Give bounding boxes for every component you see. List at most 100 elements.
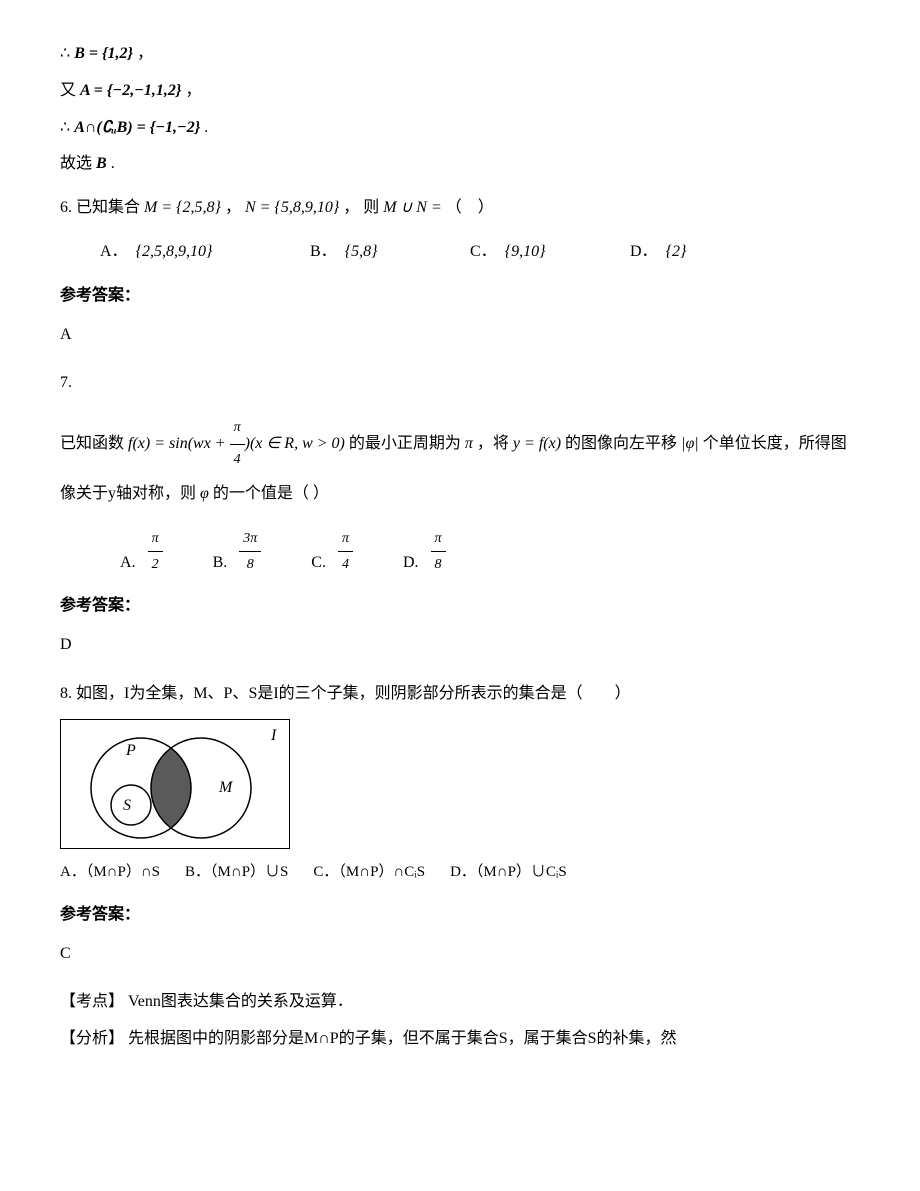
denominator: 8 bbox=[431, 552, 446, 577]
numerator: π bbox=[148, 526, 163, 552]
label-s: S bbox=[123, 797, 131, 814]
option-c: C. π4 bbox=[311, 526, 353, 577]
q8-options: A．（M∩P）∩S B．（M∩P）∪S C．（M∩P）∩CᵢS D．（M∩P）∪… bbox=[60, 859, 860, 886]
label-p: P bbox=[125, 742, 136, 759]
fraction: π4 bbox=[338, 526, 353, 577]
pi-over-4: π4 bbox=[230, 413, 245, 476]
solution-line-1: ∴ B = {1,2} ， bbox=[60, 40, 860, 69]
phi-symbol: φ bbox=[200, 485, 209, 502]
analysis-detail: 【分析】 先根据图中的阴影部分是M∩P的子集，但不属于集合S，属于集合S的补集，… bbox=[60, 1025, 860, 1054]
option-b: B. 3π8 bbox=[213, 526, 262, 577]
option-value: {5,8} bbox=[345, 238, 378, 267]
suffix: . bbox=[111, 155, 115, 172]
answer-letter: B bbox=[96, 155, 107, 172]
fraction: 3π8 bbox=[239, 526, 261, 577]
denominator: 4 bbox=[230, 445, 245, 476]
option-value: {9,10} bbox=[505, 238, 546, 267]
text5: 的一个值是（ ） bbox=[213, 485, 329, 502]
numerator: π bbox=[431, 526, 446, 552]
option-label: D． bbox=[630, 238, 658, 267]
question-prefix: 已知函数 bbox=[60, 435, 124, 452]
question-6: 6. 已知集合 M = {2,5,8} ， N = {5,8,9,10} ， 则… bbox=[60, 194, 860, 223]
solution-line-3: ∴ A∩(∁ᵤB) = {−1,−2} . bbox=[60, 114, 860, 143]
numerator: π bbox=[230, 413, 245, 445]
option-b: B． {5,8} bbox=[310, 238, 460, 267]
then-text: 则 bbox=[363, 199, 379, 216]
func-part1: f(x) = sin(wx + bbox=[128, 435, 230, 452]
label-m: M bbox=[218, 779, 234, 796]
set-m: M = {2,5,8} bbox=[144, 199, 221, 216]
suffix: . bbox=[204, 119, 208, 136]
label-i: I bbox=[270, 727, 277, 744]
option-d: D. π8 bbox=[403, 526, 446, 577]
text1: 的最小正周期为 bbox=[349, 435, 461, 452]
set-n: N = {5,8,9,10} bbox=[245, 199, 339, 216]
analysis2-text: 先根据图中的阴影部分是M∩P的子集，但不属于集合S，属于集合S的补集，然 bbox=[128, 1030, 676, 1047]
text3: 的图像向左平移 bbox=[565, 435, 677, 452]
question-number: 6. bbox=[60, 199, 72, 216]
q6-options: A． {2,5,8,9,10} B． {5,8} C． {9,10} D． {2… bbox=[100, 238, 860, 267]
pi-symbol: π bbox=[465, 435, 473, 452]
question-number: 8. bbox=[60, 685, 72, 702]
formula: B = {1,2} bbox=[74, 45, 133, 62]
circle-s bbox=[111, 785, 151, 825]
analysis-label: 【考点】 bbox=[60, 993, 124, 1010]
option-label: A． bbox=[100, 238, 128, 267]
fraction: π2 bbox=[148, 526, 163, 577]
denominator: 8 bbox=[239, 552, 261, 577]
solution-line-2: 又 A = {−2,−1,1,2} ， bbox=[60, 77, 860, 106]
venn-diagram: I P S M bbox=[60, 719, 290, 849]
numerator: 3π bbox=[239, 526, 261, 552]
formula: A∩(∁ᵤB) = {−1,−2} bbox=[74, 119, 200, 136]
option-c: C． {9,10} bbox=[470, 238, 620, 267]
option-value: {2} bbox=[666, 238, 687, 267]
option-label: B. bbox=[213, 549, 228, 578]
phi-abs: |φ| bbox=[681, 435, 699, 452]
option-c: C．（M∩P）∩CᵢS bbox=[313, 859, 425, 886]
question-7: 已知函数 f(x) = sin(wx + π4)(x ∈ R, w > 0) 的… bbox=[60, 413, 860, 511]
y-eq-fx: y = f(x) bbox=[513, 435, 561, 452]
venn-svg: I P S M bbox=[61, 720, 289, 848]
option-label: A. bbox=[120, 549, 136, 578]
formula: A = {−2,−1,1,2} bbox=[80, 82, 181, 99]
denominator: 4 bbox=[338, 552, 353, 577]
q7-options: A. π2 B. 3π8 C. π4 D. π8 bbox=[120, 526, 860, 577]
fraction: π8 bbox=[431, 526, 446, 577]
option-a: A．（M∩P）∩S bbox=[60, 859, 160, 886]
answer-header: 参考答案： bbox=[60, 282, 860, 311]
analysis-text: Venn图表达集合的关系及运算． bbox=[128, 993, 353, 1010]
suffix: ， bbox=[137, 45, 153, 62]
therefore-symbol: ∴ bbox=[60, 119, 70, 136]
option-label: C. bbox=[311, 549, 326, 578]
suffix: ， bbox=[185, 82, 201, 99]
analysis-topic: 【考点】 Venn图表达集合的关系及运算． bbox=[60, 988, 860, 1017]
option-d: D．（M∩P）∪CᵢS bbox=[450, 859, 567, 886]
therefore-symbol: ∴ bbox=[60, 45, 70, 62]
q6-answer: A bbox=[60, 321, 860, 350]
comma: ， bbox=[343, 199, 359, 216]
analysis2-label: 【分析】 bbox=[60, 1030, 124, 1047]
conclusion-prefix: 故选 bbox=[60, 155, 92, 172]
numerator: π bbox=[338, 526, 353, 552]
option-label: D. bbox=[403, 549, 419, 578]
option-d: D． {2} bbox=[630, 238, 686, 267]
answer-header: 参考答案： bbox=[60, 592, 860, 621]
option-label: B． bbox=[310, 238, 337, 267]
solution-conclusion: 故选 B . bbox=[60, 150, 860, 179]
question-text: 如图，I为全集，M、P、S是I的三个子集，则阴影部分所表示的集合是（ ） bbox=[76, 685, 631, 702]
option-a: A. π2 bbox=[120, 526, 163, 577]
answer-header: 参考答案： bbox=[60, 901, 860, 930]
comma: ， bbox=[225, 199, 241, 216]
option-value: {2,5,8,9,10} bbox=[136, 238, 213, 267]
question-prefix: 已知集合 bbox=[76, 199, 140, 216]
also-prefix: 又 bbox=[60, 82, 76, 99]
question-8: 8. 如图，I为全集，M、P、S是I的三个子集，则阴影部分所表示的集合是（ ） bbox=[60, 680, 860, 709]
question-7-number: 7. bbox=[60, 369, 860, 398]
option-a: A． {2,5,8,9,10} bbox=[100, 238, 300, 267]
paren: （ ） bbox=[446, 199, 494, 216]
q7-answer: D bbox=[60, 631, 860, 660]
union-expr: M ∪ N = bbox=[383, 199, 442, 216]
denominator: 2 bbox=[148, 552, 163, 577]
option-label: C． bbox=[470, 238, 497, 267]
func-part2: )(x ∈ R, w > 0) bbox=[245, 435, 345, 452]
